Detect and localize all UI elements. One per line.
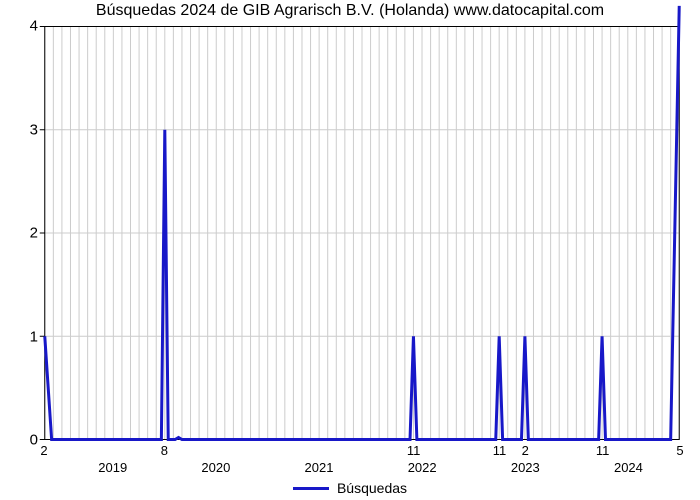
x-year-label: 2021 <box>305 460 334 475</box>
x-year-label: 2019 <box>98 460 127 475</box>
legend-swatch <box>293 487 329 490</box>
y-tick-label: 4 <box>10 18 38 35</box>
chart-container: Búsquedas 2024 de GIB Agrarisch B.V. (Ho… <box>0 0 700 500</box>
x-value-label: 5 <box>676 443 683 458</box>
x-value-label: 2 <box>40 443 47 458</box>
x-year-label: 2020 <box>201 460 230 475</box>
x-value-label: 11 <box>596 443 610 458</box>
x-value-label: 2 <box>522 443 529 458</box>
x-value-label: 11 <box>407 443 421 458</box>
y-tick-label: 1 <box>10 328 38 345</box>
x-year-label: 2024 <box>614 460 643 475</box>
legend-label: Búsquedas <box>337 480 407 496</box>
x-value-label: 8 <box>161 443 168 458</box>
chart-title: Búsquedas 2024 de GIB Agrarisch B.V. (Ho… <box>0 2 700 20</box>
x-year-label: 2022 <box>408 460 437 475</box>
legend: Búsquedas <box>0 480 700 496</box>
x-value-label: 11 <box>493 443 507 458</box>
y-tick-label: 3 <box>10 121 38 138</box>
y-tick-label: 0 <box>10 432 38 449</box>
plot-area <box>44 26 680 440</box>
x-year-label: 2023 <box>511 460 540 475</box>
y-tick-label: 2 <box>10 225 38 242</box>
